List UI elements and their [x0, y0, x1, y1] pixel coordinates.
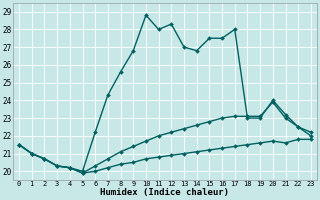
- X-axis label: Humidex (Indice chaleur): Humidex (Indice chaleur): [100, 188, 229, 197]
